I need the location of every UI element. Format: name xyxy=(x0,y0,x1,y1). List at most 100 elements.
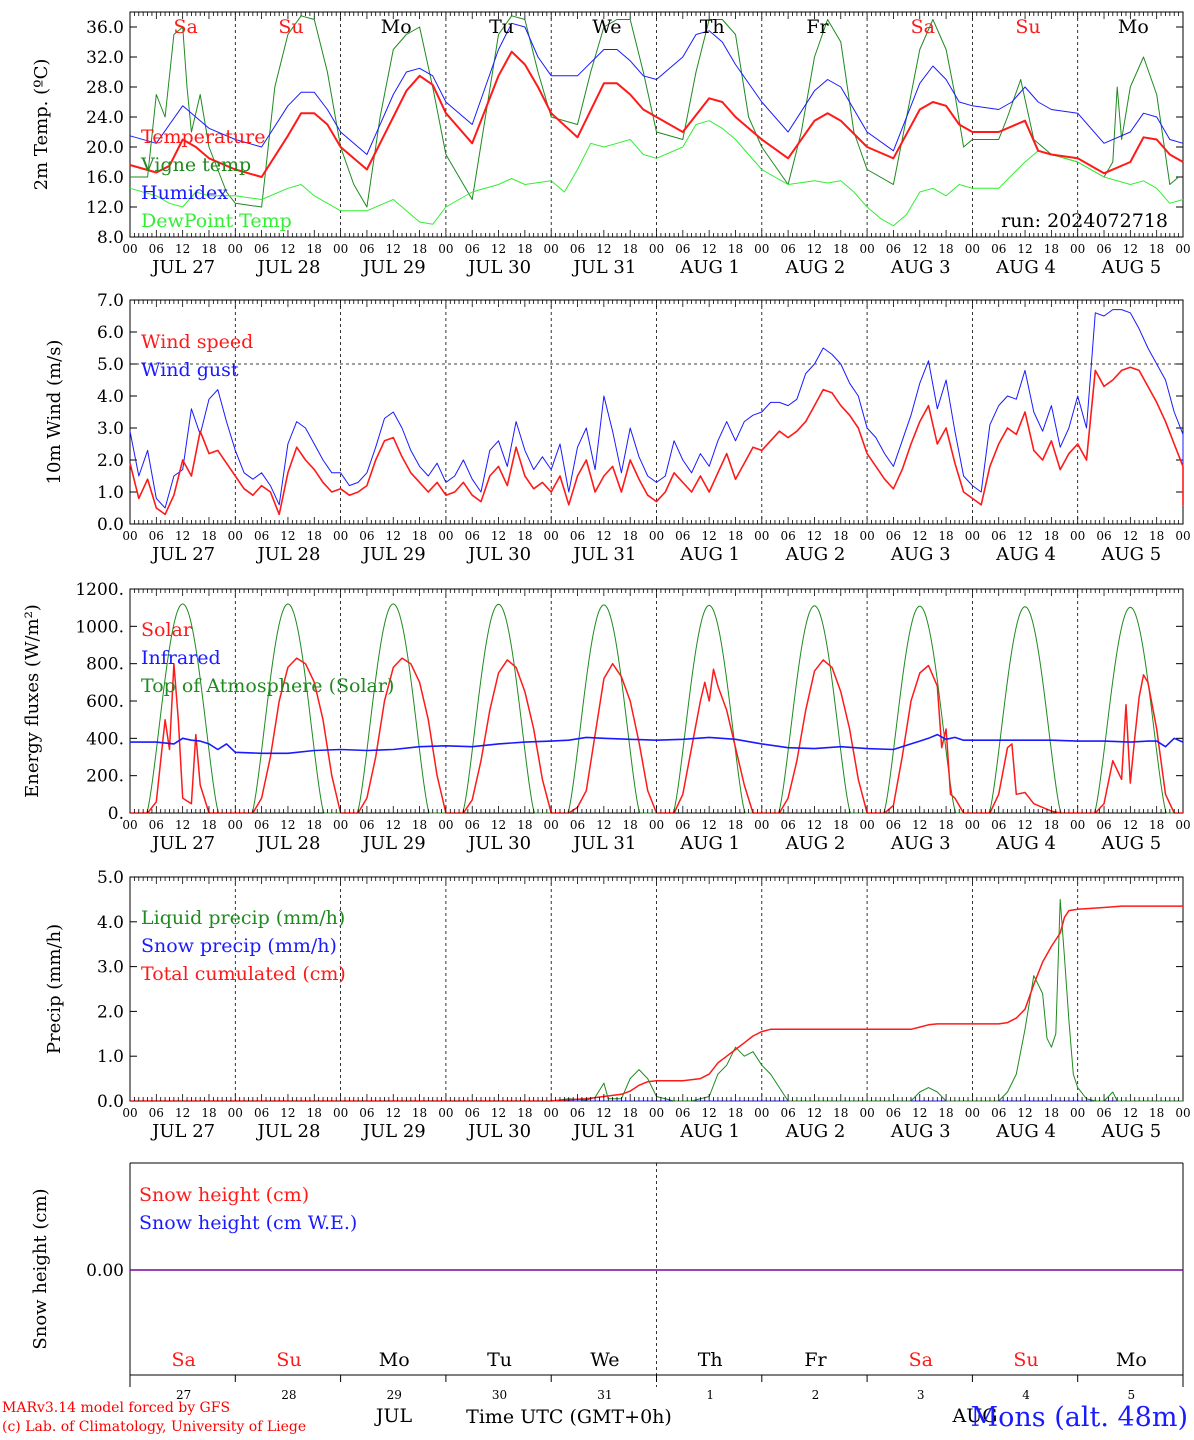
energy-panel-frame xyxy=(129,588,1184,814)
legend-entry: Wind gust xyxy=(141,359,239,381)
station-name: Mons (alt. 48m) xyxy=(970,1402,1188,1433)
hour-tick-label: 12 xyxy=(702,1106,717,1120)
date-label: JUL 29 xyxy=(361,544,426,565)
date-label: AUG 1 xyxy=(679,257,740,278)
weekday-label: Tu xyxy=(489,16,514,38)
y-tick-label: 12.0 xyxy=(86,198,124,218)
hour-tick-label: 18 xyxy=(517,242,532,256)
credit-line-1: MARv3.14 model forced by GFS xyxy=(2,1400,231,1416)
hour-tick-label: 12 xyxy=(491,242,506,256)
series-line-wind-speed xyxy=(129,366,1184,516)
y-tick-label: 8.0 xyxy=(97,228,124,248)
hour-tick-label: 00 xyxy=(544,1106,559,1120)
hour-tick-label: 18 xyxy=(307,242,322,256)
y-tick-label: 0.0 xyxy=(97,515,124,535)
hour-tick-label: 06 xyxy=(675,818,690,832)
legend-entry: Vigne temp xyxy=(140,154,251,176)
month-label-jul: JUL xyxy=(374,1405,413,1427)
y-tick-label: 0.0 xyxy=(97,1092,124,1112)
day-number-label: 30 xyxy=(492,1388,507,1402)
hour-tick-label: 12 xyxy=(807,1106,822,1120)
hour-tick-label: 18 xyxy=(728,818,743,832)
hour-tick-label: 18 xyxy=(1149,1106,1164,1120)
date-label: AUG 2 xyxy=(785,833,846,854)
hour-tick-label: 00 xyxy=(438,529,453,543)
series-line-humidex xyxy=(129,22,1184,155)
hour-tick-label: 00 xyxy=(1175,242,1190,256)
hour-tick-label: 06 xyxy=(149,242,164,256)
hour-tick-label: 00 xyxy=(649,242,664,256)
date-label: JUL 30 xyxy=(466,544,531,565)
hour-tick-label: 12 xyxy=(1017,1106,1032,1120)
y-tick-label: 200. xyxy=(86,767,124,787)
date-label: AUG 3 xyxy=(890,833,951,854)
date-label: AUG 1 xyxy=(679,833,740,854)
date-label: JUL 30 xyxy=(466,833,531,854)
hour-tick-label: 18 xyxy=(938,818,953,832)
day-number-label: 31 xyxy=(597,1388,612,1402)
day-number-label: 29 xyxy=(387,1388,402,1402)
series-line-total-cumulated xyxy=(130,905,1183,1102)
hour-tick-label: 18 xyxy=(412,529,427,543)
hour-tick-label: 18 xyxy=(517,1106,532,1120)
date-label: JUL 28 xyxy=(255,544,320,565)
hour-tick-label: 12 xyxy=(175,242,190,256)
hour-tick-label: 18 xyxy=(623,529,638,543)
hour-tick-label: 06 xyxy=(149,818,164,832)
hour-tick-label: 00 xyxy=(438,818,453,832)
y-tick-label: 1200. xyxy=(75,580,124,600)
y-tick-label: 7.0 xyxy=(97,291,124,311)
hour-tick-label: 06 xyxy=(1096,818,1111,832)
hour-tick-label: 00 xyxy=(754,818,769,832)
weekday-label: Sa xyxy=(173,16,197,38)
y-axis-title: 10m Wind (m/s) xyxy=(44,340,65,485)
y-tick-label: 36.0 xyxy=(86,18,124,38)
hour-tick-label: 12 xyxy=(912,1106,927,1120)
date-label: AUG 4 xyxy=(995,833,1056,854)
hour-tick-label: 00 xyxy=(649,1106,664,1120)
hour-tick-label: 00 xyxy=(649,818,664,832)
date-label: AUG 5 xyxy=(1100,544,1161,565)
x-axis-title: Time UTC (GMT+0h) xyxy=(466,1406,672,1428)
hour-tick-label: 12 xyxy=(596,242,611,256)
hour-tick-label: 18 xyxy=(833,529,848,543)
date-label: JUL 28 xyxy=(255,1121,320,1142)
hour-tick-label: 00 xyxy=(1175,818,1190,832)
hour-tick-label: 00 xyxy=(544,242,559,256)
hour-tick-label: 18 xyxy=(307,529,322,543)
hour-tick-label: 18 xyxy=(517,529,532,543)
hour-tick-label: 18 xyxy=(412,818,427,832)
hour-tick-label: 00 xyxy=(438,242,453,256)
hour-tick-label: 18 xyxy=(833,1106,848,1120)
y-tick-label: 5.0 xyxy=(97,868,124,888)
hour-tick-label: 00 xyxy=(1070,1106,1085,1120)
date-label: JUL 29 xyxy=(361,1121,426,1142)
hour-tick-label: 06 xyxy=(570,818,585,832)
y-tick-label: 3.0 xyxy=(97,958,124,978)
hour-tick-label: 18 xyxy=(623,1106,638,1120)
legend-entry: Liquid precip (mm/h) xyxy=(141,907,345,929)
date-label: JUL 31 xyxy=(571,833,636,854)
hour-tick-label: 06 xyxy=(570,242,585,256)
hour-tick-label: 00 xyxy=(754,1106,769,1120)
date-label: AUG 3 xyxy=(890,544,951,565)
hour-tick-label: 06 xyxy=(149,529,164,543)
hour-tick-label: 06 xyxy=(675,529,690,543)
hour-tick-label: 12 xyxy=(702,529,717,543)
y-tick-label: 0. xyxy=(108,804,124,824)
date-label: JUL 27 xyxy=(150,257,215,278)
date-label: AUG 3 xyxy=(890,257,951,278)
legend-entry: Wind speed xyxy=(141,331,253,353)
date-label: AUG 2 xyxy=(785,544,846,565)
date-label: JUL 29 xyxy=(361,833,426,854)
hour-tick-label: 12 xyxy=(280,818,295,832)
weekday-label: Mo xyxy=(1116,1349,1147,1371)
hour-tick-label: 00 xyxy=(333,1106,348,1120)
hour-tick-label: 06 xyxy=(780,1106,795,1120)
hour-tick-label: 12 xyxy=(807,529,822,543)
hour-tick-label: 06 xyxy=(991,529,1006,543)
legend-entry: Top of Atmosphere (Solar) xyxy=(141,675,394,697)
hour-tick-label: 00 xyxy=(965,818,980,832)
hour-tick-label: 06 xyxy=(991,242,1006,256)
